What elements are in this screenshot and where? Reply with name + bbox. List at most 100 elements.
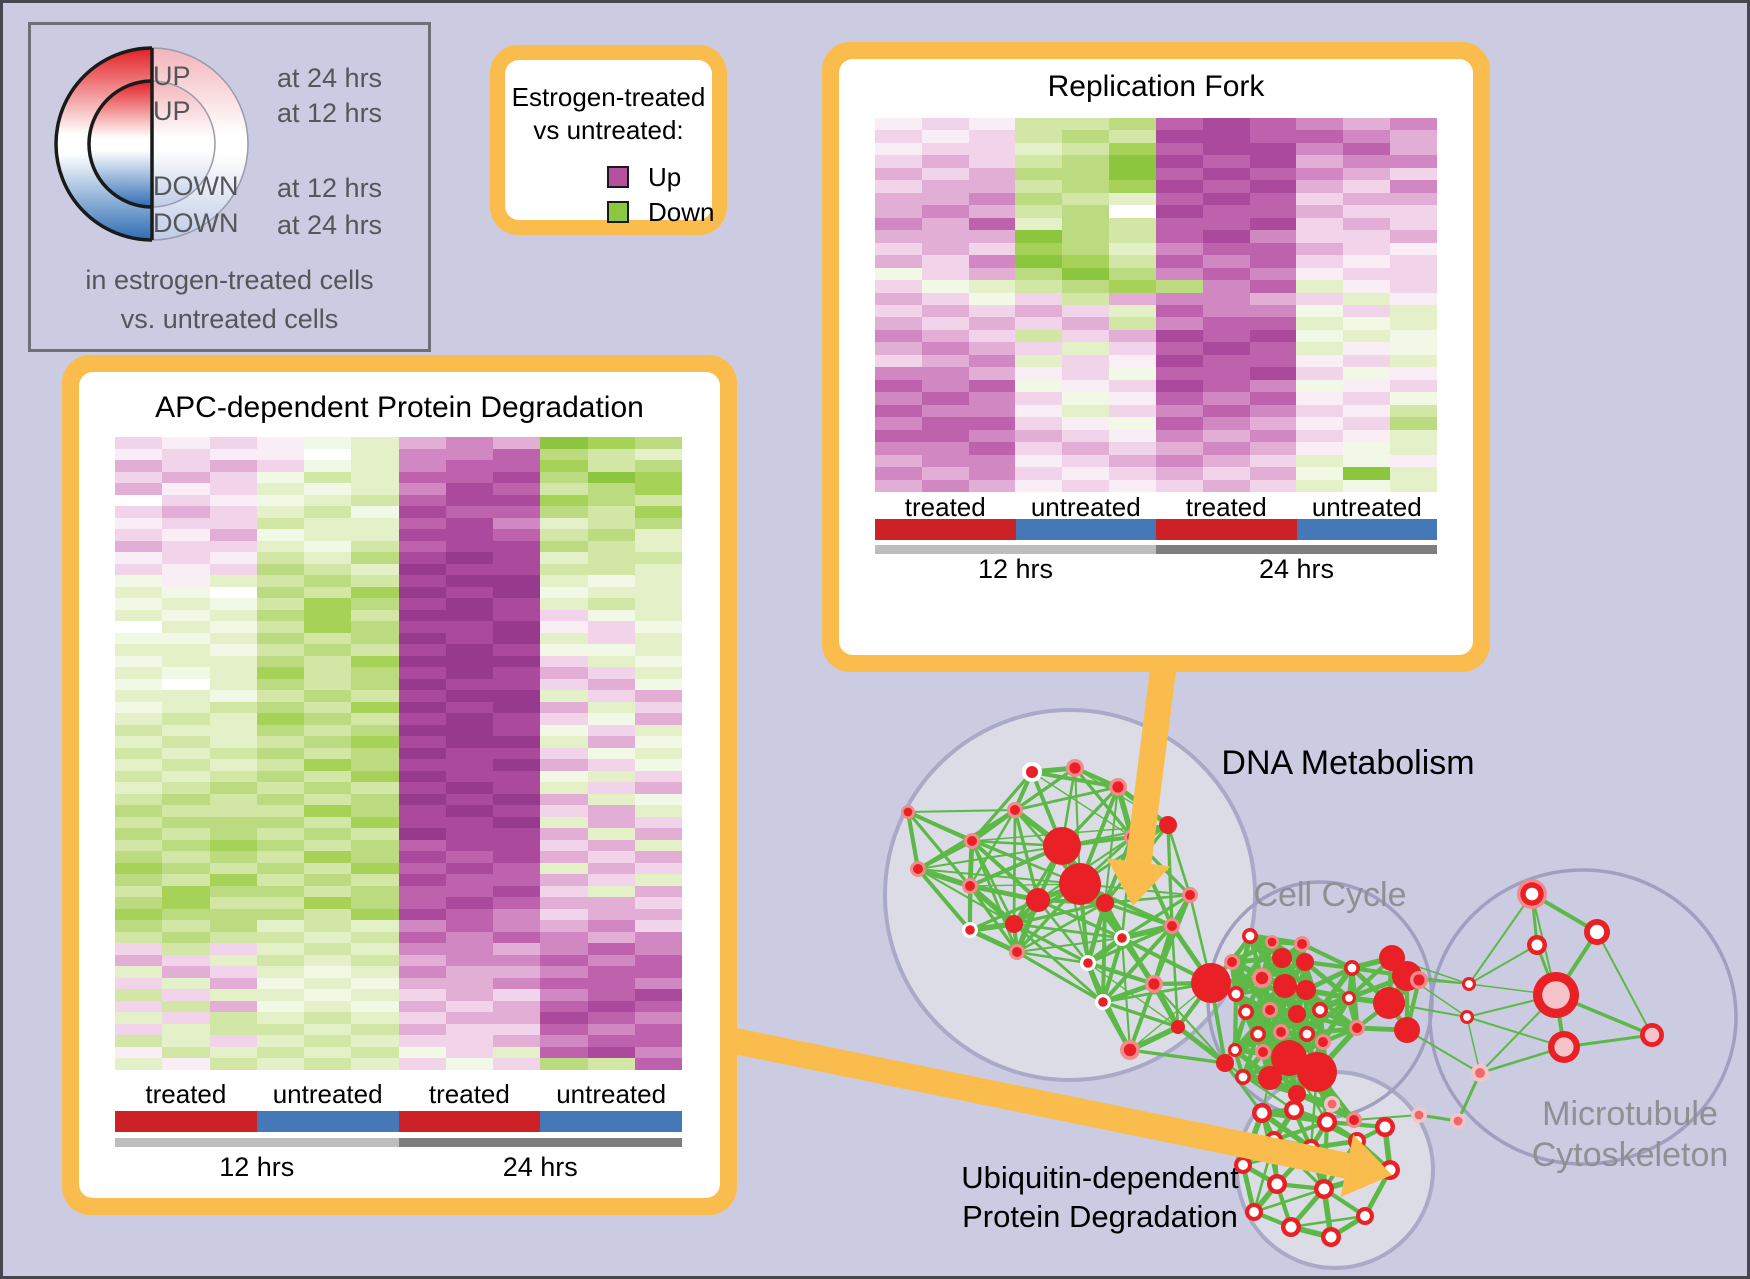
down-swatch [607,201,629,223]
network-edge [1013,922,1089,965]
heatmap-cell [445,1046,493,1059]
heatmap-cell [304,529,352,541]
heatmap-cell [634,494,682,507]
heatmap-cell [1202,342,1250,355]
heatmap-cell [1249,429,1297,443]
heatmap-cell [921,155,969,168]
heatmap-cell [1343,304,1391,318]
heatmap-cell [304,1000,352,1013]
cluster-label-cell-cycle: Cell Cycle [1253,876,1407,914]
network-edge [1014,766,1076,812]
heatmap-cell [493,770,541,783]
heatmap-cell [162,632,210,645]
heatmap-cell [587,805,635,817]
heatmap-cell [398,598,446,610]
heatmap-cell [445,609,493,622]
heatmap-cell [634,621,682,633]
heatmap-cell [209,989,257,1001]
heatmap-cell [351,1012,399,1024]
heatmap-cell [256,805,304,817]
heatmap-cell [1062,280,1110,293]
heatmap-cell [115,770,163,783]
heatmap-cell [493,782,541,794]
heatmap-cell [493,1058,541,1070]
heatmap-cell [1062,267,1110,281]
heatmap-cell [351,1023,399,1036]
heatmap-cell [304,943,352,955]
heatmap-cell [256,575,304,587]
heatmap-cell [1062,479,1110,492]
heatmap-cell [634,598,682,610]
heatmap-cell [634,828,682,840]
heatmap-cell [162,828,210,840]
heatmap-cell [209,724,257,737]
heatmap-cell [115,552,163,564]
wheel-at-24b-label: at 24 hrs [277,210,383,240]
heatmap-cell [398,759,446,771]
heatmap-cell [1343,317,1391,330]
heatmap-cell [398,586,446,599]
heatmap-cell [1249,392,1297,405]
heatmap-cell [351,494,399,507]
network-edge [1087,960,1155,987]
heatmap-cell [587,1023,635,1036]
heatmap-cell [493,529,541,541]
heatmap-cell [1202,192,1250,206]
heatmap-cell [540,943,588,955]
apc-time-labels: 12 hrs 24 hrs [219,1152,578,1182]
heatmap-cell [115,1046,163,1059]
heatmap-cell [398,494,446,507]
heatmap-cell [968,255,1016,268]
heatmap-cell [209,1012,257,1024]
heatmap-cell [115,908,163,921]
heatmap-cell [1109,180,1156,193]
heatmap-cell [256,471,304,484]
heatmap-cell [1062,205,1110,218]
wheel-down-12-label: DOWN [153,171,239,201]
heatmap-cell [304,908,352,921]
heatmap-cell [875,404,922,418]
heatmap-cell [351,540,399,553]
heatmap-cell [1390,192,1437,206]
heatmap-cell [493,736,541,748]
heatmap-cell [1202,142,1250,156]
heatmap-cell [398,678,446,691]
heatmap-cell [256,793,304,806]
gene-node [1010,805,1020,815]
heatmap-cell [1155,217,1203,231]
heatmap-cell [351,851,399,863]
network-edge [1013,922,1104,1004]
heatmap-cell [493,1012,541,1024]
heatmap-cell [875,317,922,330]
heatmap-cell [351,977,399,990]
heatmap-cell [1202,242,1250,256]
heatmap-cell [162,690,210,702]
heatmap-cell [634,471,682,484]
heatmap-cell [1249,304,1297,318]
heatmap-cell [351,621,399,633]
heatmap-cell [1343,130,1391,143]
heatmap-cell [1390,118,1437,131]
heatmap-cell [162,724,210,737]
wheel-footer-line2: vs. untreated cells [120,304,339,334]
gene-node [1245,931,1255,941]
heatmap-cell [587,563,635,576]
heatmap-cell [1202,205,1250,218]
heatmap-cell [921,454,969,468]
heatmap-cell [398,517,446,530]
heatmap-cell [1109,342,1156,355]
network-edge [1166,824,1192,896]
heatmap-cell [1249,242,1297,256]
heatmap-cell [445,908,493,921]
heatmap-cell [445,920,493,932]
gene-node [1059,863,1101,905]
heatmap-cell [540,609,588,622]
heatmap-cell [1015,442,1063,455]
heatmap-cell [256,701,304,714]
heatmap-cell [1109,442,1156,455]
heatmap-cell [587,977,635,990]
heatmap-cell [1202,167,1250,181]
heatmap-cell [162,736,210,748]
heatmap-cell [256,724,304,737]
gene-node [1453,1116,1463,1126]
